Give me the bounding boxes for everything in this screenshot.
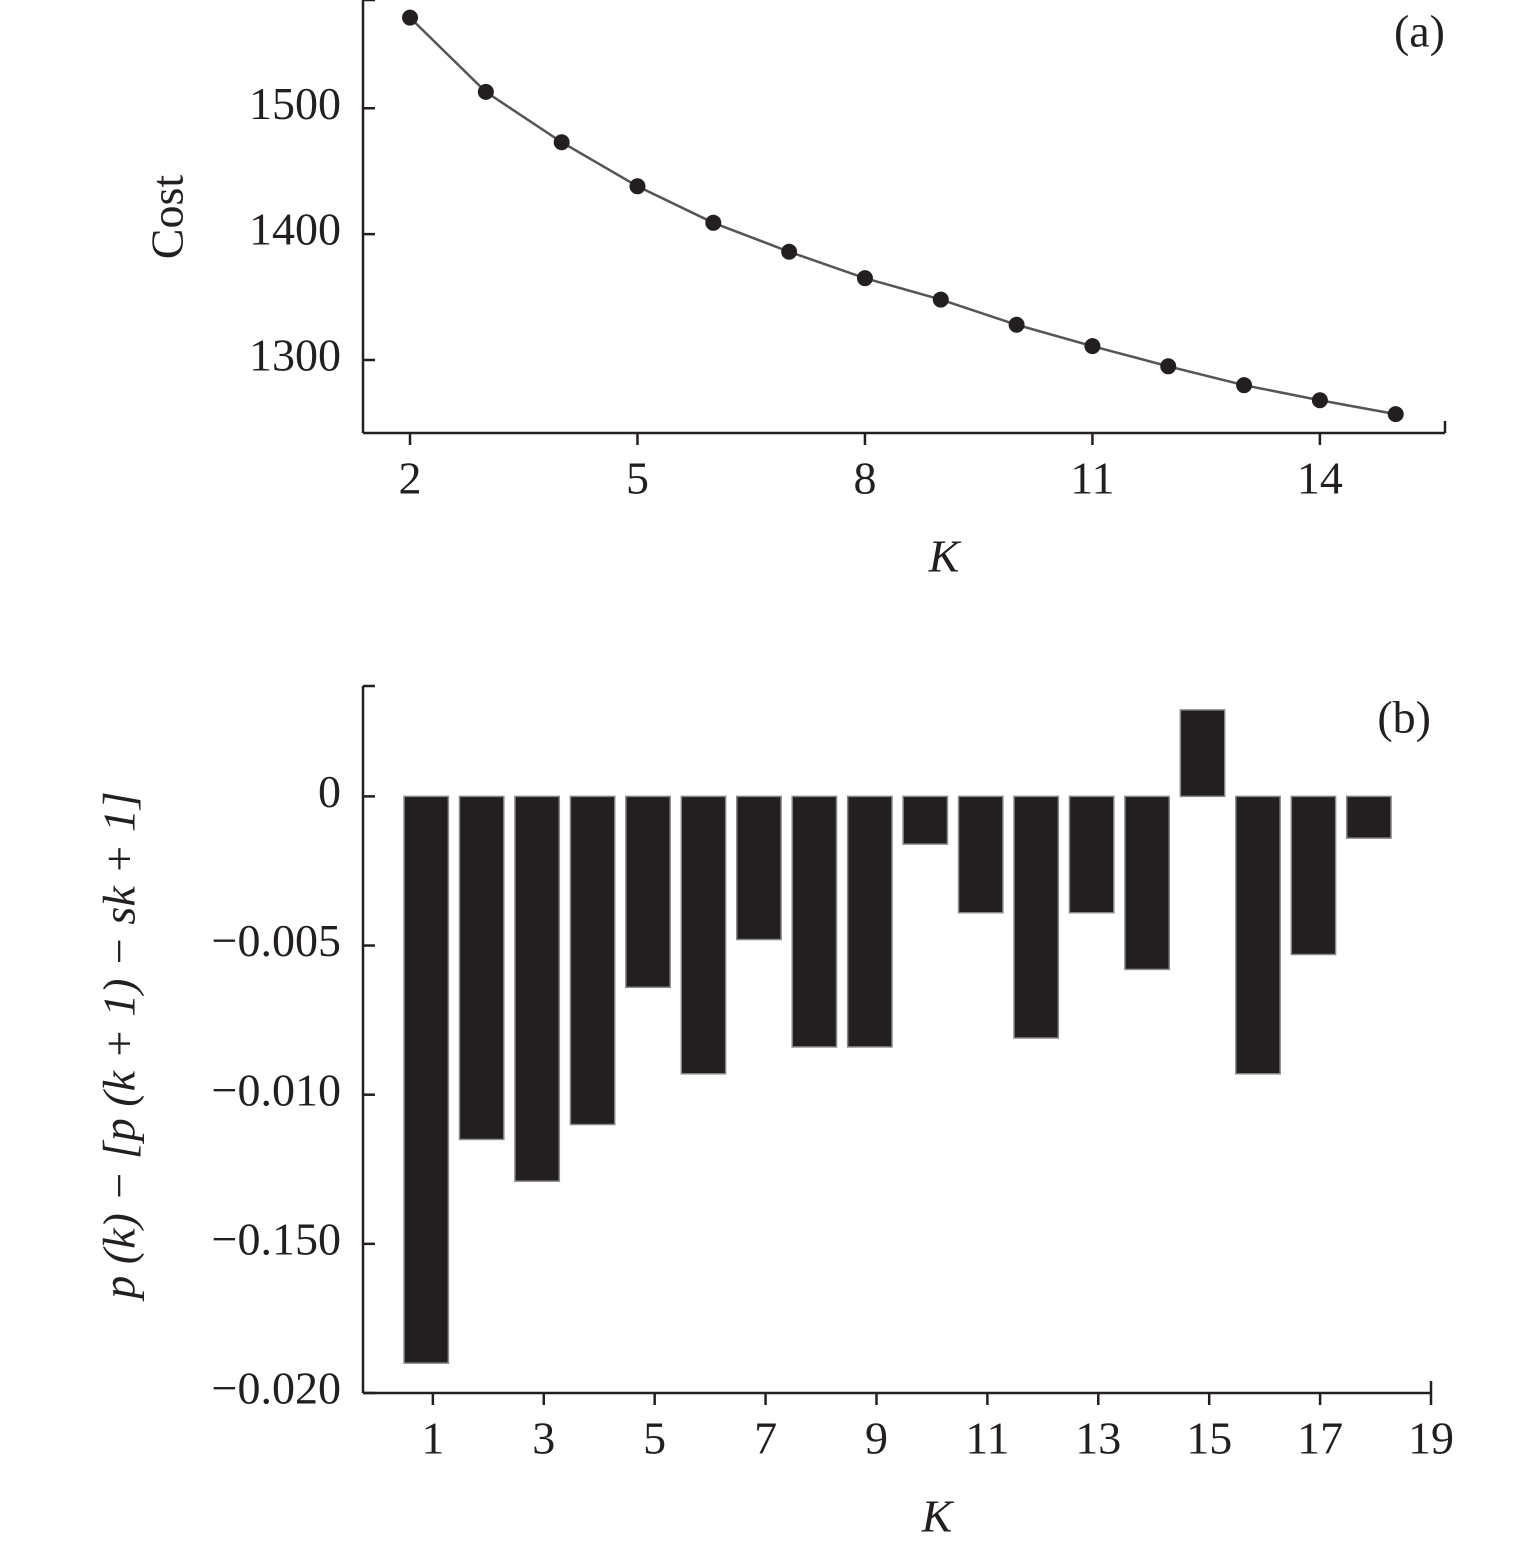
y-tick-label: 1400: [249, 204, 341, 255]
bar: [1124, 795, 1171, 971]
y-axis-label: p (k) − [p (k + 1) − sk + 1]: [94, 791, 145, 1301]
marker: [932, 291, 949, 308]
y-tick-label: −0.020: [212, 1363, 341, 1414]
marker: [553, 134, 570, 151]
bar: [1068, 795, 1115, 914]
bar: [846, 795, 893, 1048]
x-tick-label: 1: [421, 1413, 444, 1464]
x-tick-label: 7: [754, 1413, 777, 1464]
marker: [1311, 392, 1328, 409]
bar: [680, 795, 727, 1075]
bar: [514, 795, 561, 1182]
x-axis-label: K: [928, 531, 962, 582]
bar: [569, 795, 616, 1126]
x-tick-label: 14: [1297, 453, 1343, 504]
marker: [1160, 358, 1177, 375]
x-tick-label: 11: [965, 1413, 1009, 1464]
x-tick-label: 17: [1297, 1413, 1343, 1464]
y-axis-label: Cost: [142, 175, 193, 260]
panel-label: (b): [1377, 692, 1431, 743]
marker: [856, 270, 873, 287]
y-tick-label: −0.005: [212, 915, 341, 966]
x-tick-label: 5: [626, 453, 649, 504]
y-tick-label: −0.150: [212, 1213, 341, 1264]
bar: [1013, 795, 1060, 1039]
line: [409, 16, 1396, 416]
marker: [705, 214, 722, 231]
x-tick-label: 8: [853, 453, 876, 504]
y-tick-label: 1300: [249, 330, 341, 381]
marker: [781, 243, 798, 260]
bar: [957, 795, 1004, 914]
marker: [629, 178, 646, 195]
y-tick-label: −0.010: [212, 1064, 341, 1115]
x-tick-label: 11: [1070, 453, 1114, 504]
bar: [625, 795, 671, 989]
marker: [1008, 316, 1025, 333]
bar: [1179, 709, 1226, 798]
bar: [1345, 795, 1392, 839]
marker: [477, 83, 494, 100]
marker: [1387, 406, 1404, 423]
x-tick-label: 19: [1408, 1413, 1454, 1464]
marker: [402, 9, 419, 26]
panel-label: (a): [1394, 6, 1445, 57]
bar: [902, 795, 949, 845]
x-tick-label: 3: [532, 1413, 555, 1464]
y-tick-label: 0: [318, 766, 341, 817]
x-tick-label: 15: [1186, 1413, 1232, 1464]
y-tick-label: 1500: [249, 78, 341, 129]
bar: [791, 795, 838, 1048]
marker: [1084, 338, 1101, 355]
bar: [1235, 795, 1281, 1075]
x-tick-label: 2: [399, 453, 422, 504]
x-axis-label: K: [921, 1491, 955, 1542]
x-tick-label: 13: [1075, 1413, 1121, 1464]
x-tick-label: 5: [643, 1413, 666, 1464]
bar: [1290, 795, 1337, 956]
bar: [458, 795, 505, 1141]
x-tick-label: 9: [865, 1413, 888, 1464]
bar: [403, 795, 450, 1364]
marker: [1236, 377, 1253, 394]
bar: [735, 795, 782, 941]
